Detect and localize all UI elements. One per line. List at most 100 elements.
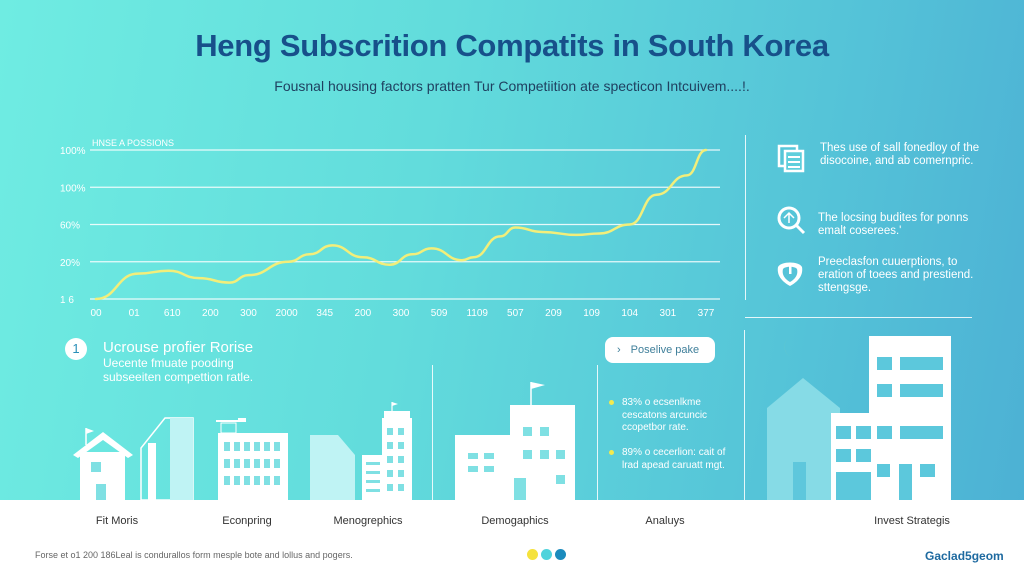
window [523,427,532,436]
divider [597,365,598,500]
window [387,484,393,491]
window [523,450,532,459]
page-subtitle: Fousnal housing factors pratten Tur Comp… [274,78,750,94]
step-text: Uecente fmuate pooding subseeiten compet… [103,356,254,384]
window [398,428,404,435]
footer-category: Econpring [222,515,272,527]
positive-pill-button[interactable]: › Poselive pake [605,337,715,363]
x-tick-label: 300 [240,308,257,319]
chevron-right-icon: › [617,344,621,356]
window [224,476,230,485]
x-tick-label: 200 [202,308,219,319]
window [484,466,494,472]
window [234,476,240,485]
x-tick-label: 2000 [276,308,299,319]
shield-icon [775,258,805,288]
x-tick-label: 610 [164,308,181,319]
window [398,456,404,463]
window [387,442,393,449]
chart-title: HNSE A POSSIONS [92,138,174,148]
y-tick-label: 100% [60,146,86,157]
x-tick-label: 301 [660,308,677,319]
window [556,450,565,459]
x-tick-label: 507 [507,308,524,319]
window [244,459,250,468]
tower-icon [140,417,194,501]
x-tick-label: 209 [545,308,562,319]
window [366,489,380,492]
window [398,470,404,477]
window [366,471,380,474]
x-tick-label: 01 [129,308,141,319]
x-tick-label: 345 [316,308,333,319]
x-tick-label: 1109 [466,308,488,319]
window [514,478,526,500]
insight-text: Thes use of sall fonedloy of the disocoi… [820,142,980,167]
step-number-badge: 1 [65,338,87,360]
window [366,480,380,483]
window [264,459,270,468]
window [556,475,565,484]
bullet-item: 83% o ecsenlkme cescatons arcuncic ccope… [609,397,730,435]
x-tick-label: 200 [355,308,372,319]
window [264,476,270,485]
bullet-dot [609,400,614,405]
y-tick-label: 1 6 [60,295,74,306]
apartment-icon [767,336,951,500]
window [274,442,280,451]
footer [0,500,1024,576]
window [254,442,260,451]
divider [745,317,972,318]
window [468,466,478,472]
y-tick-label: 60% [60,221,80,232]
x-tick-label: 300 [393,308,410,319]
window [468,453,478,459]
magnifier-icon [776,205,806,235]
x-tick-label: 104 [621,308,638,319]
window [540,450,549,459]
page-title: Heng Subscrition Compatits in South Kore… [195,28,829,63]
window [254,459,260,468]
pager-dot[interactable] [541,549,552,560]
series-line [94,148,708,301]
window [540,427,549,436]
pager-dot[interactable] [527,549,538,560]
slanted-building-icon [310,435,355,500]
footnote: Forse et o1 200 186Leal is condurallos f… [35,550,353,560]
insight-text: The locsing budites for ponns emalt cose… [818,212,969,237]
divider [432,365,433,500]
divider [745,135,746,300]
footer-category: Fit Moris [95,515,139,527]
x-tick-label: 00 [90,308,102,319]
x-tick-label: 109 [583,308,600,319]
window [224,459,230,468]
insight-text: Preeclasfon cuuerptions, to eration of t… [818,256,974,294]
brand-logo: Gaclad5geom [925,549,1004,563]
window [264,442,270,451]
x-tick-label: 509 [431,308,448,319]
y-tick-label: 100% [60,183,86,194]
window [274,459,280,468]
footer-category: Demogaphics [481,515,549,527]
moon-icon [784,335,800,359]
footer-category: Analuys [645,515,685,527]
window [366,462,380,465]
divider [744,330,745,500]
window [244,442,250,451]
bullet-item: 89% o cecerlion: cait of lrad apead caru… [609,447,730,472]
window [234,459,240,468]
window [387,456,393,463]
pill-label: Poselive pake [630,344,700,356]
house-icon [73,428,133,500]
window [224,442,230,451]
footer-category: Invest Strategis [874,515,950,527]
window [387,470,393,477]
window [387,428,393,435]
window [244,476,250,485]
pager-dot[interactable] [555,549,566,560]
document-icon [776,143,806,173]
window [484,453,494,459]
window [254,476,260,485]
